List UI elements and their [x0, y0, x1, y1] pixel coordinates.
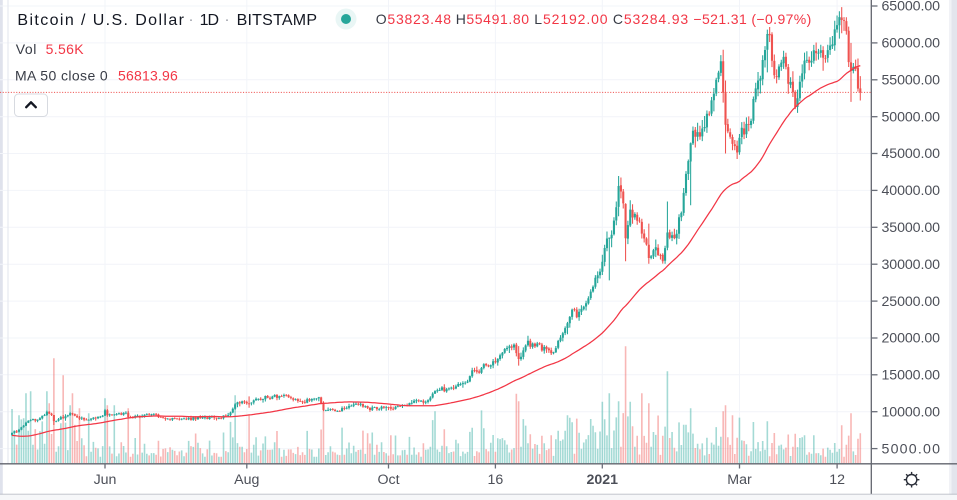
svg-text:·: ·: [225, 11, 230, 28]
svg-text:Vol: Vol: [16, 41, 37, 57]
svg-text:2021: 2021: [587, 472, 619, 488]
svg-text:60000.00: 60000.00: [882, 36, 941, 52]
svg-text:Mar: Mar: [727, 472, 752, 488]
svg-text:BITSTAMP: BITSTAMP: [237, 12, 317, 29]
svg-text:1D: 1D: [200, 12, 219, 29]
svg-text:10000.00: 10000.00: [882, 404, 941, 420]
svg-text:56813.96: 56813.96: [118, 68, 178, 84]
svg-text:20000.00: 20000.00: [882, 331, 941, 347]
svg-text:5000.00: 5000.00: [882, 441, 941, 457]
svg-text:30000.00: 30000.00: [882, 257, 941, 273]
svg-text:5.56K: 5.56K: [46, 41, 85, 57]
svg-text:50000.00: 50000.00: [882, 109, 941, 125]
svg-text:40000.00: 40000.00: [882, 183, 941, 199]
svg-text:·: ·: [189, 11, 194, 28]
svg-text:12: 12: [829, 472, 845, 488]
svg-text:Jun: Jun: [94, 472, 117, 488]
svg-text:Oct: Oct: [377, 472, 399, 488]
svg-text:55000.00: 55000.00: [882, 73, 941, 89]
svg-text:MA 50 close 0: MA 50 close 0: [15, 68, 108, 84]
svg-text:45000.00: 45000.00: [882, 146, 941, 162]
svg-text:C53284.93: C53284.93: [613, 11, 689, 27]
svg-text:−521.31 (−0.97%): −521.31 (−0.97%): [693, 11, 811, 27]
svg-text:H55491.80: H55491.80: [456, 11, 530, 27]
svg-text:65000.00: 65000.00: [882, 0, 941, 15]
svg-text:Bitcoin / U.S. Dollar: Bitcoin / U.S. Dollar: [17, 12, 184, 29]
svg-text:35000.00: 35000.00: [882, 220, 941, 236]
svg-text:16: 16: [488, 472, 504, 488]
svg-text:15000.00: 15000.00: [882, 368, 941, 384]
svg-text:O53823.48: O53823.48: [376, 11, 452, 27]
svg-text:25000.00: 25000.00: [882, 294, 941, 310]
svg-text:Aug: Aug: [234, 472, 259, 488]
svg-text:L52192.00: L52192.00: [534, 11, 608, 27]
